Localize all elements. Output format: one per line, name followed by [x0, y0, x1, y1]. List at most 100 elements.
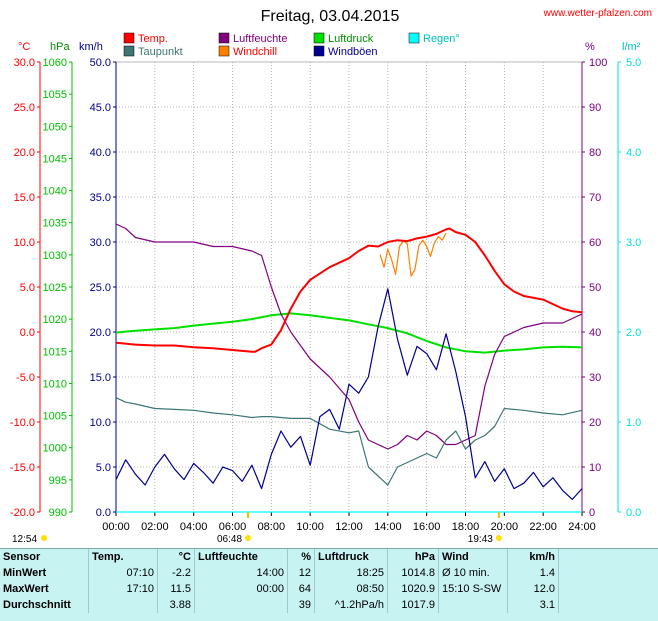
stats-cell: 64	[287, 581, 315, 597]
legend-label-windchill: Windchill	[233, 46, 277, 58]
stats-cell: 39	[287, 597, 315, 613]
pressure-tick-label: 995	[49, 475, 67, 487]
daylight-duration: 12:54	[12, 534, 37, 545]
wind-unit: km/h	[79, 41, 103, 53]
sunset-time: 19:43	[468, 534, 493, 545]
temp-tick-label: 25.0	[14, 102, 35, 114]
humidity-tick-label: 50	[589, 282, 601, 294]
legend-swatch-pressure	[313, 32, 325, 44]
stats-cell: 07:10	[88, 565, 158, 581]
stats-cell: 12	[287, 565, 315, 581]
series-line-dewpoint	[115, 397, 583, 486]
temp-tick-label: 0.0	[20, 327, 35, 339]
time-tick-label: 16:00	[413, 521, 441, 533]
wind-tick-label: 0.0	[96, 507, 111, 519]
temp-tick-label: -15.0	[10, 462, 35, 474]
stats-header-humidity: Luftfeuchte	[194, 549, 288, 565]
humidity-tick-label: 30	[589, 372, 601, 384]
stats-header-humidity-unit: %	[287, 549, 315, 565]
rain-tick-label: 2.0	[626, 327, 641, 339]
temp-tick-label: 10.0	[14, 237, 35, 249]
humidity-tick-label: 20	[589, 417, 601, 429]
stats-cell: 14:00	[194, 565, 288, 581]
series-layer	[115, 223, 583, 513]
time-tick-label: 22:00	[529, 521, 557, 533]
time-tick-label: 24:00	[568, 521, 596, 533]
humidity-tick-label: 70	[589, 192, 601, 204]
humidity-tick-label: 90	[589, 102, 601, 114]
time-tick-label: 06:00	[219, 521, 247, 533]
stats-cell	[88, 597, 158, 613]
humidity-tick-label: 60	[589, 237, 601, 249]
stats-spacer	[559, 549, 646, 565]
time-tick-label: 10:00	[296, 521, 324, 533]
stats-header-temp-unit: °C	[157, 549, 195, 565]
stats-cell: Ø 10 min.	[438, 565, 508, 581]
stats-cell: 15:10 S-SW	[438, 581, 508, 597]
legend-swatch-windchill	[218, 45, 230, 57]
plot-grid	[115, 61, 583, 513]
legend-label-dewpoint: Taupunkt	[138, 46, 183, 58]
pressure-tick-label: 1000	[43, 443, 67, 455]
sunrise-time: 06:48	[217, 534, 242, 545]
stats-cell: Durchschnitt	[0, 597, 89, 613]
pressure-tick-label: 1025	[43, 282, 67, 294]
wind-tick-label: 10.0	[90, 417, 111, 429]
legend-label-temp: Temp.	[138, 33, 168, 45]
temp-tick-label: 15.0	[14, 192, 35, 204]
stats-cell: 3.1	[507, 597, 559, 613]
wind-tick-label: 5.0	[96, 462, 111, 474]
daylight-icon	[41, 535, 47, 541]
wind-tick-label: 35.0	[90, 192, 111, 204]
time-tick-label: 08:00	[258, 521, 286, 533]
stats-cell: MinWert	[0, 565, 89, 581]
legend-label-rain: Regen°	[423, 33, 460, 45]
stats-cell: 12.0	[507, 581, 559, 597]
series-line-temp	[115, 227, 583, 353]
sunset-icon	[495, 535, 502, 541]
sunrise-icon	[245, 535, 252, 541]
humidity-tick-label: 80	[589, 147, 601, 159]
stats-row-avg: Durchschnitt 3.88 39 ^1.2hPa/h 1017.9 3.…	[0, 597, 645, 613]
wind-tick-label: 15.0	[90, 372, 111, 384]
pressure-tick-label: 990	[49, 507, 67, 519]
humidity-tick-label: 10	[589, 462, 601, 474]
rain-tick-label: 3.0	[626, 237, 641, 249]
temp-tick-label: -10.0	[10, 417, 35, 429]
legend-label-gusts: Windböen	[328, 46, 378, 58]
pressure-unit: hPa	[50, 41, 70, 53]
wind-tick-label: 25.0	[90, 282, 111, 294]
legend-swatch-gusts	[313, 45, 325, 57]
series-line-gusts	[115, 288, 583, 500]
time-tick-label: 20:00	[491, 521, 519, 533]
pressure-tick-label: 1010	[43, 378, 67, 390]
stats-cell: 1020.9	[387, 581, 439, 597]
stats-spacer	[559, 581, 646, 597]
stats-header-wind-unit: km/h	[507, 549, 559, 565]
stats-cell	[438, 597, 508, 613]
legend-label-humidity: Luftfeuchte	[233, 33, 287, 45]
temp-tick-label: -20.0	[10, 507, 35, 519]
wind-tick-label: 45.0	[90, 102, 111, 114]
temp-tick-label: -5.0	[16, 372, 35, 384]
pressure-tick-label: 1045	[43, 153, 67, 165]
legend-swatch-dewpoint	[123, 45, 135, 57]
pressure-tick-label: 1050	[43, 121, 67, 133]
stats-cell: 1017.9	[387, 597, 439, 613]
temp-tick-label: 20.0	[14, 147, 35, 159]
stats-cell	[194, 597, 288, 613]
stats-spacer	[559, 565, 646, 581]
stats-cell: 1014.8	[387, 565, 439, 581]
pressure-tick-label: 1020	[43, 314, 67, 326]
series-line-humidity	[115, 223, 583, 450]
legend-swatch-temp	[123, 32, 135, 44]
stats-cell: -2.2	[157, 565, 195, 581]
time-tick-label: 02:00	[141, 521, 169, 533]
stats-cell: 3.88	[157, 597, 195, 613]
legend-swatch-rain	[408, 32, 420, 44]
humidity-tick-label: 100	[589, 57, 607, 69]
pressure-tick-label: 1040	[43, 186, 67, 198]
stats-cell: MaxWert	[0, 581, 89, 597]
rain-tick-label: 5.0	[626, 57, 641, 69]
